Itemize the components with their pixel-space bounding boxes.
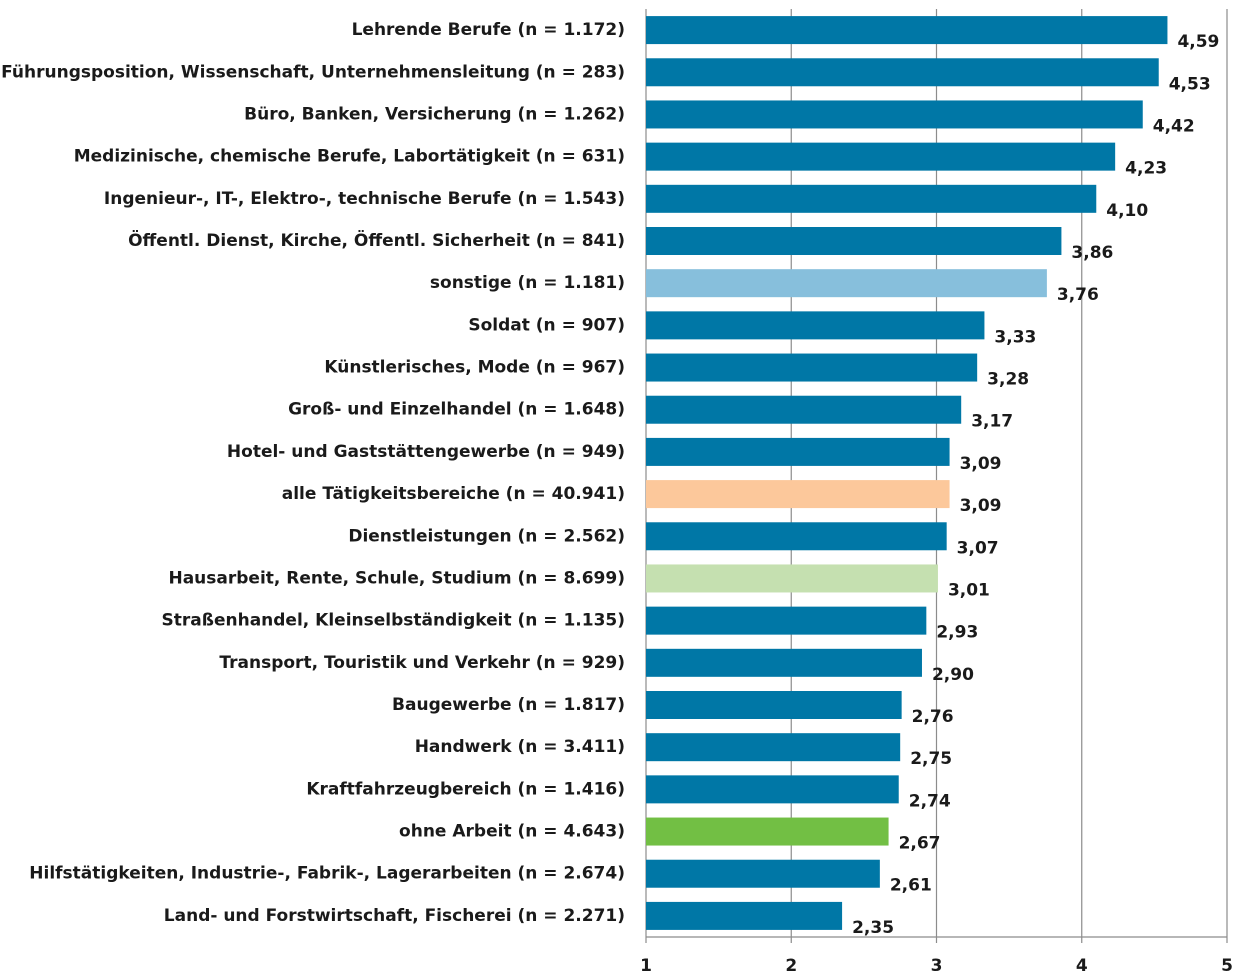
value-label: 3,09 [960, 496, 1002, 516]
bar [646, 691, 902, 719]
category-label: Dienstleistungen (n = 2.562) [348, 526, 625, 546]
category-label: Groß- und Einzelhandel (n = 1.648) [288, 400, 625, 420]
bar [646, 817, 889, 846]
bar [646, 142, 1116, 171]
bar [646, 58, 1159, 87]
bar [646, 775, 899, 804]
bar [646, 606, 927, 635]
bar [646, 227, 1062, 255]
x-tick-label: 4 [1076, 956, 1088, 976]
value-label: 3,07 [957, 538, 999, 558]
category-label: Baugewerbe (n = 1.817) [392, 695, 625, 715]
bar [646, 269, 1047, 298]
value-label: 2,93 [936, 623, 978, 643]
value-label: 3,01 [948, 580, 990, 600]
bar [646, 16, 1168, 45]
bar [646, 480, 950, 509]
category-label: Führungsposition, Wissenschaft, Unterneh… [1, 62, 625, 82]
value-label: 4,53 [1169, 74, 1211, 94]
x-tick-label: 2 [785, 956, 797, 976]
value-label: 3,28 [987, 370, 1029, 390]
bar [646, 901, 843, 930]
value-label: 2,76 [912, 707, 954, 727]
x-tick-label: 3 [931, 956, 943, 976]
category-label: ohne Arbeit (n = 4.643) [399, 822, 625, 842]
value-label: 4,23 [1125, 159, 1167, 179]
value-label: 4,10 [1106, 201, 1148, 221]
value-label: 4,42 [1153, 116, 1195, 136]
category-label: Soldat (n = 907) [468, 315, 625, 335]
value-label: 2,35 [852, 918, 894, 938]
category-label: Büro, Banken, Versicherung (n = 1.262) [244, 104, 625, 124]
category-label: Öffentl. Dienst, Kirche, Öffentl. Sicher… [128, 229, 625, 251]
category-label: Land- und Forstwirtschaft, Fischerei (n … [164, 906, 625, 926]
category-label: Transport, Touristik und Verkehr (n = 92… [219, 653, 625, 673]
bar [646, 395, 962, 424]
category-label: Hilfstätigkeiten, Industrie-, Fabrik-, L… [29, 864, 625, 884]
category-label: Künstlerisches, Mode (n = 967) [324, 358, 625, 378]
value-label: 2,90 [932, 665, 974, 685]
bar [646, 100, 1143, 129]
category-label: Kraftfahrzeugbereich (n = 1.416) [306, 779, 625, 799]
bar [646, 311, 985, 340]
category-label: Lehrende Berufe (n = 1.172) [352, 20, 625, 40]
value-label: 3,17 [971, 412, 1013, 432]
category-label: Medizinische, chemische Berufe, Labortät… [74, 147, 625, 167]
value-label: 3,33 [994, 327, 1036, 347]
x-tick-label: 1 [640, 956, 652, 976]
value-label: 2,67 [899, 834, 941, 854]
category-label: Hausarbeit, Rente, Schule, Studium (n = … [168, 568, 625, 588]
value-label: 3,76 [1057, 285, 1099, 305]
value-label: 3,86 [1071, 243, 1113, 263]
category-label: alle Tätigkeitsbereiche (n = 40.941) [282, 484, 625, 504]
value-label: 4,59 [1177, 32, 1219, 52]
bar [646, 859, 880, 888]
bar [646, 564, 938, 593]
value-label: 2,75 [910, 749, 952, 769]
bar [646, 353, 978, 382]
category-label: Ingenieur-, IT-, Elektro-, technische Be… [104, 189, 625, 209]
category-label: Straßenhandel, Kleinselbständigkeit (n =… [162, 611, 626, 631]
bar [646, 733, 901, 762]
bar [646, 184, 1097, 213]
value-label: 3,09 [960, 454, 1002, 474]
value-label: 2,61 [890, 876, 932, 896]
x-tick-label: 5 [1221, 956, 1233, 976]
value-label: 2,74 [909, 791, 951, 811]
category-label: Handwerk (n = 3.411) [415, 737, 625, 757]
category-label: Hotel- und Gaststättengewerbe (n = 949) [227, 442, 625, 462]
category-label: sonstige (n = 1.181) [430, 273, 625, 293]
bar [646, 522, 947, 551]
bar [646, 437, 950, 466]
bar [646, 648, 922, 677]
